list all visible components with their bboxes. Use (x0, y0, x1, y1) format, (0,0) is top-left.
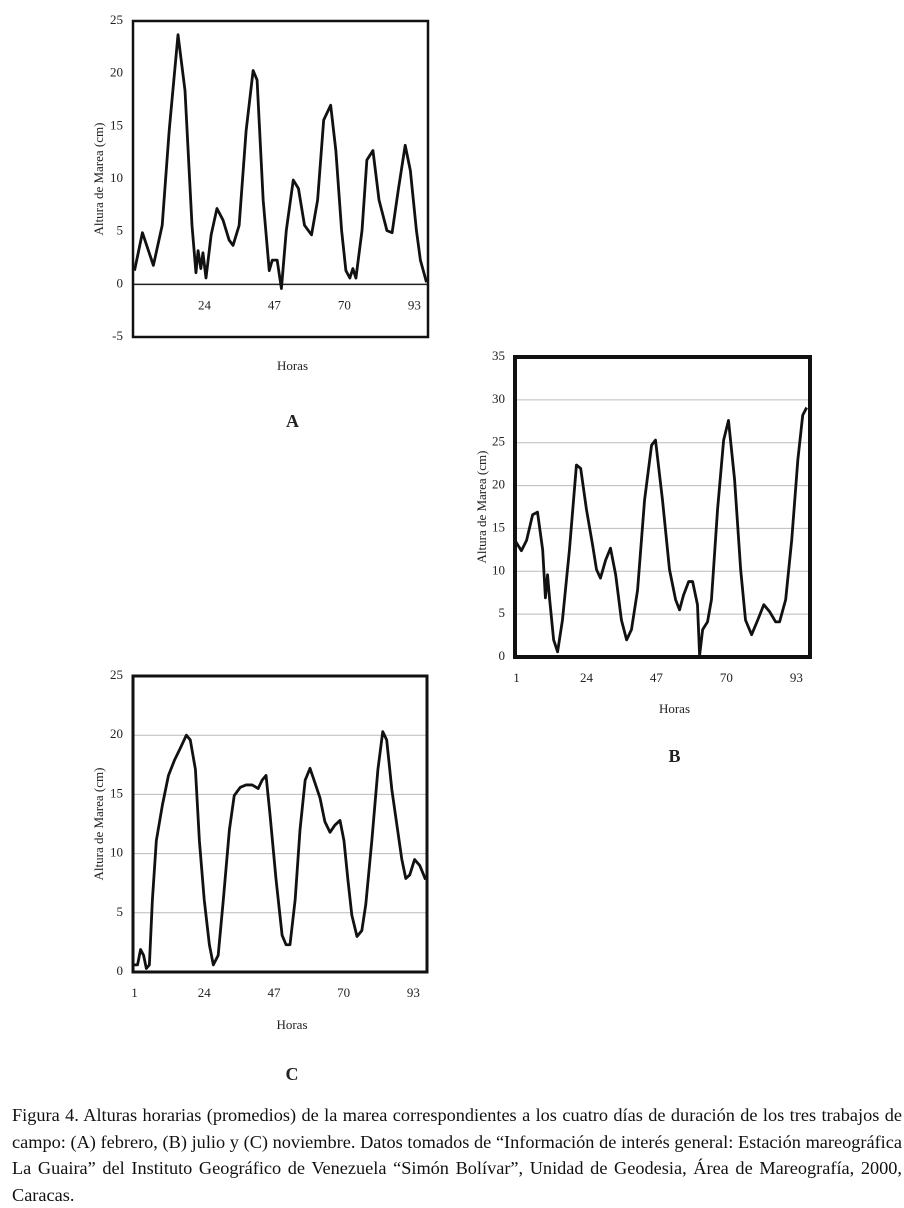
x-axis-label: Horas (659, 701, 690, 716)
y-tick-label: 20 (110, 65, 123, 80)
y-tick-label: 25 (110, 667, 123, 682)
x-tick-label: 47 (650, 670, 664, 685)
plot-frame (513, 355, 812, 659)
data-line (133, 33, 428, 290)
x-tick-label: 93 (790, 670, 803, 685)
x-tick-label: 93 (407, 985, 420, 1000)
y-tick-label: 0 (117, 275, 124, 290)
x-tick-label: 47 (268, 297, 282, 312)
y-axis-label: Altura de Marea (cm) (91, 123, 106, 236)
x-tick-label: 70 (337, 985, 350, 1000)
y-tick-label: 10 (492, 562, 505, 577)
y-tick-label: 20 (492, 477, 505, 492)
x-tick-label: 24 (198, 297, 212, 312)
y-tick-label: 20 (110, 726, 123, 741)
y-tick-label: 15 (110, 785, 123, 800)
x-axis-label: Horas (276, 1017, 307, 1032)
y-tick-label: 15 (110, 117, 123, 132)
y-tick-label: 0 (117, 963, 124, 978)
y-tick-label: 35 (492, 348, 505, 363)
x-tick-label: 1 (513, 670, 520, 685)
y-tick-label: 5 (117, 223, 124, 238)
x-tick-label: 93 (408, 297, 421, 312)
caption: Figura 4. Alturas horarias (promedios) d… (12, 1105, 902, 1205)
y-tick-label: 0 (499, 648, 506, 663)
y-axis-label: Altura de Marea (cm) (474, 451, 489, 564)
y-tick-label: 25 (110, 12, 123, 27)
plot-frame (131, 674, 429, 974)
y-tick-label: 5 (499, 605, 506, 620)
y-tick-label: 10 (110, 845, 123, 860)
plot-frame (131, 19, 430, 339)
x-tick-label: 1 (131, 985, 138, 1000)
data-line (513, 406, 808, 657)
y-tick-label: 15 (492, 519, 505, 534)
x-tick-label: 47 (267, 985, 281, 1000)
panel-label: C (286, 1064, 299, 1084)
y-tick-label: 5 (117, 904, 124, 919)
x-tick-label: 24 (580, 670, 594, 685)
x-tick-label: 24 (198, 985, 212, 1000)
panel-label: B (668, 746, 680, 766)
x-tick-label: 70 (720, 670, 733, 685)
y-axis-label: Altura de Marea (cm) (91, 768, 106, 881)
y-tick-label: -5 (112, 328, 123, 343)
data-line (134, 730, 427, 970)
x-axis-label: Horas (277, 358, 308, 373)
y-tick-label: 25 (492, 434, 505, 449)
x-tick-label: 70 (338, 297, 351, 312)
y-tick-label: 10 (110, 170, 123, 185)
panel-label: A (286, 411, 299, 431)
y-tick-label: 30 (492, 391, 505, 406)
